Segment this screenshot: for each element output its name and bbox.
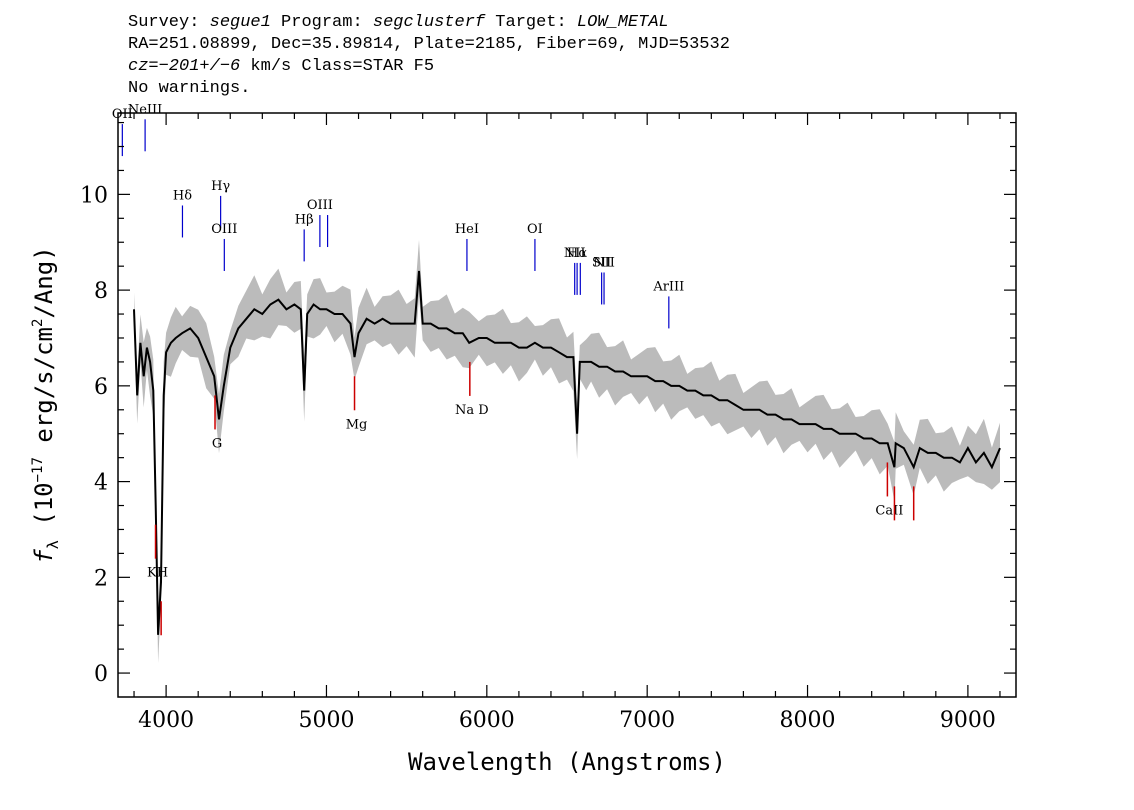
header-line-redshift: cz=−201+/−6 km/s Class=STAR F5: [128, 57, 435, 76]
emission-label-ArIII: ArIII: [652, 279, 684, 294]
emission-label-Halpha: Hα: [567, 246, 587, 261]
absorption-label-CaII-8498: CaII: [875, 503, 903, 518]
header-line-warnings: No warnings.: [128, 79, 251, 98]
flux-line: [133, 270, 1001, 635]
x-tick-label: 7000: [619, 708, 675, 733]
x-tick-label: 9000: [940, 708, 996, 733]
y-axis-title: fλ (10−17 erg/s/cm2/Ang): [30, 246, 62, 563]
x-tick-label: 6000: [459, 708, 515, 733]
x-tick-label: 4000: [138, 708, 194, 733]
emission-label-HeI: HeI: [455, 222, 479, 237]
emission-label-Hgamma: Hγ: [211, 179, 230, 194]
y-tick-label: 4: [94, 471, 108, 496]
error-band: [134, 239, 1000, 663]
emission-label-SII-6716: SII: [592, 255, 611, 270]
absorption-label-G: G: [212, 436, 222, 451]
target-value: LOW_METAL: [576, 13, 669, 32]
absorption-label-NaD: Na D: [455, 403, 489, 418]
x-tick-label: 5000: [298, 708, 354, 733]
spectrum-header: Survey: segue1 Program: segclusterf Targ…: [128, 12, 730, 100]
emission-label-OIII-4959: OIII: [307, 198, 333, 213]
x-tick-label: 8000: [780, 708, 836, 733]
y-tick-label: 10: [80, 183, 108, 208]
emission-label-OII: OII: [112, 107, 133, 122]
y-tick-label: 8: [94, 279, 108, 304]
emission-label-Hbeta: Hβ: [295, 212, 314, 227]
header-line-coordinates: RA=251.08899, Dec=35.89814, Plate=2185, …: [128, 35, 730, 54]
survey-value: segue1: [209, 13, 271, 32]
emission-label-SII-6731: NII: [593, 255, 615, 270]
program-value: segclusterf: [372, 13, 486, 32]
plot-frame: [117, 112, 1017, 698]
emission-label-OI: OI: [527, 222, 543, 237]
cz-value: cz=−201+/−6: [128, 57, 241, 76]
y-tick-label: 2: [94, 566, 108, 591]
emission-label-Hdelta: Hδ: [173, 188, 192, 203]
absorption-label-Mg: Mg: [346, 417, 368, 432]
y-tick-label: 6: [94, 375, 108, 400]
absorption-label-K: KH: [147, 566, 168, 581]
y-tick-label: 0: [94, 662, 108, 687]
emission-label-NII-6548: NII: [564, 246, 586, 261]
header-line-survey: Survey: segue1 Program: segclusterf Targ…: [128, 13, 669, 32]
emission-label-NeIII: NeIII: [128, 102, 162, 117]
x-axis-title: Wavelength (Angstroms): [408, 748, 726, 776]
emission-label-OIII-4363: OIII: [211, 222, 237, 237]
